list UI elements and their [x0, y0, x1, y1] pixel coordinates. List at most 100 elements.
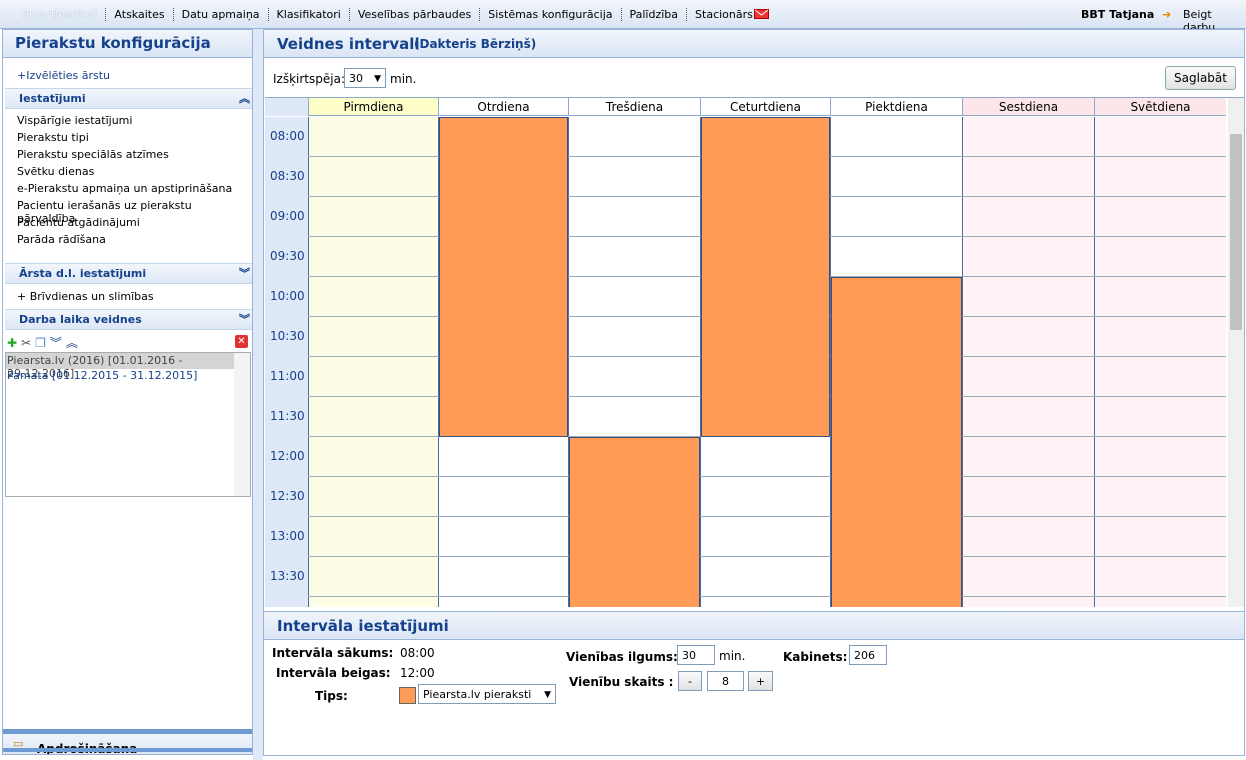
plus-button[interactable]: + — [748, 671, 773, 691]
resolution-unit: min. — [390, 72, 417, 86]
menu-link[interactable]: e-Pierakstu apmaiņa un apstiprināšana — [17, 182, 233, 195]
interval-block[interactable] — [701, 117, 830, 437]
day-header: Svētdiena — [1094, 98, 1226, 116]
main-title: Veidnes intervali — [277, 35, 420, 53]
day-header: Trešdiena — [568, 98, 700, 116]
resolution-select[interactable]: 30 ▼ — [344, 68, 386, 88]
selection — [6, 353, 234, 369]
doctor-name: (Dakteris Bērziņš) — [414, 37, 537, 51]
section-header[interactable]: Iestatījumi ︽ — [5, 88, 252, 109]
menu-link[interactable]: + Brīvdienas un slimības — [17, 290, 154, 303]
time-label: 11:30 — [270, 409, 305, 423]
save-button[interactable]: Saglabāt — [1165, 66, 1236, 90]
delete-button[interactable]: ✕ — [235, 335, 248, 348]
row-line — [308, 596, 1226, 597]
scrollbar[interactable] — [234, 353, 250, 496]
template-item[interactable]: Pamata [01.12.2015 - 31.12.2015] — [7, 369, 198, 382]
menu-link[interactable]: Pierakstu speciālās atzīmes — [17, 148, 169, 161]
interval-title: Intervāla iestatījumi — [277, 617, 449, 635]
interval-block[interactable] — [569, 437, 700, 607]
logout-icon[interactable]: ➜ — [1162, 8, 1172, 21]
day-header: Ceturtdiena — [700, 98, 830, 116]
menu-item[interactable]: Atskaites — [105, 7, 172, 21]
time-label: 08:00 — [270, 129, 305, 143]
row-line — [308, 556, 1226, 557]
settings-list: Vispārīgie iestatījumi Pierakstu tipi Pier… — [17, 114, 252, 250]
menu-link[interactable]: Pierakstu tipi — [17, 131, 89, 144]
day-column — [962, 117, 1094, 607]
menu-link[interactable]: Pacientu atgādinājumi — [17, 216, 140, 229]
field-label: Vienību skaits : — [569, 675, 674, 689]
section-header[interactable]: Darba laika veidnes ︾ — [5, 309, 252, 330]
unit-count-input[interactable]: 8 — [707, 671, 744, 691]
template-item[interactable]: Piearsta.lv (2016) [01.01.2016 - 29.12.2… — [7, 354, 183, 380]
field-value: 08:00 — [400, 646, 435, 660]
field-label: Intervāla sākums: — [272, 646, 394, 660]
time-label: 09:30 — [270, 249, 305, 263]
field-value: 12:00 — [400, 666, 435, 680]
time-label: 11:00 — [270, 369, 305, 383]
time-column — [265, 117, 308, 607]
row-line — [308, 516, 1226, 517]
menu-link[interactable]: Pacientu ierašanās uz pierakstu pārvaldī… — [17, 199, 192, 225]
field-label: Vienības ilgums: — [566, 650, 678, 664]
sidebar-title: Pierakstu konfigurācija — [15, 34, 211, 52]
time-label: 13:00 — [270, 529, 305, 543]
menu-item[interactable]: Veselības pārbaudes — [348, 7, 479, 21]
section-header[interactable]: Ārsta d.l. iestatījumi ︾ — [5, 263, 252, 284]
field-label: Tips: — [315, 689, 348, 703]
type-color[interactable] — [399, 687, 416, 704]
field-label: Kabinets: — [783, 650, 848, 664]
interval-block[interactable] — [831, 277, 962, 607]
divider — [3, 748, 252, 752]
menu-item[interactable]: Datu apmaiņa — [172, 7, 268, 21]
time-label: 10:00 — [270, 289, 305, 303]
section-title: Ārsta d.l. iestatījumi — [19, 267, 147, 280]
field-label: Intervāla beigas: — [276, 666, 391, 680]
scroll-thumb[interactable] — [1230, 134, 1242, 330]
unit-suffix: min. — [719, 649, 746, 663]
row-line — [308, 476, 1226, 477]
schedule-grid: Pirmdiena Otrdiena Trešdiena Ceturtdiena Pie… — [265, 97, 1244, 607]
template-list: Piearsta.lv (2016) [01.01.2016 - 29.12.2… — [5, 352, 251, 497]
section-title: Darba laika veidnes — [19, 313, 142, 326]
mail-icon[interactable] — [754, 9, 770, 20]
minus-button[interactable]: - — [678, 671, 702, 691]
sidebar: Pierakstu konfigurācija +Izvēlēties ārst… — [2, 29, 253, 755]
day-header: Sestdiena — [962, 98, 1094, 116]
interval-block[interactable] — [439, 117, 568, 437]
unit-length-input[interactable]: 30 — [677, 645, 715, 665]
menu-item[interactable]: Palīdzība — [620, 7, 687, 21]
choose-doctor[interactable]: +Izvēlēties ārstu — [17, 69, 110, 82]
sidebar-header: Pierakstu konfigurācija — [3, 30, 252, 58]
day-column — [308, 117, 438, 607]
time-label: 12:00 — [270, 449, 305, 463]
menu-item[interactable]: Stacionārs — [686, 7, 761, 21]
splitter — [253, 29, 263, 760]
time-label: 10:30 — [270, 329, 305, 343]
toolbar[interactable]: ✚✂❐︾︽ — [7, 336, 82, 350]
select-value: 30 — [349, 72, 363, 85]
time-label: 08:30 — [270, 169, 305, 183]
user-name: BBT Tatjana — [1081, 8, 1155, 21]
menu-link[interactable]: Parāda rādīšana — [17, 233, 106, 246]
select-value: Piearsta.lv pieraksti — [423, 688, 532, 701]
main-panel: Veidnes intervali (Dakteris Bērziņš) Izš… — [263, 29, 1245, 756]
time-label: 09:00 — [270, 209, 305, 223]
menu-item[interactable]: Klasifikatori — [267, 7, 349, 21]
type-select[interactable]: Piearsta.lv pieraksti ▼ — [418, 684, 556, 704]
menu-bar: SmartMedical Atskaites Datu apmaiņa Klasifi… — [0, 0, 1246, 34]
menu-item[interactable]: Sistēmas konfigurācija — [479, 7, 620, 21]
menu: SmartMedical Atskaites Datu apmaiņa Klasifi… — [14, 0, 761, 28]
divider — [3, 729, 252, 734]
corner — [265, 98, 308, 116]
time-label: 13:30 — [270, 569, 305, 583]
menu-link[interactable]: Svētku dienas — [17, 165, 95, 178]
resolution-label: Izšķirtspēja: — [273, 72, 345, 86]
interval-header: Intervāla iestatījumi — [264, 611, 1244, 640]
day-header: Otrdiena — [438, 98, 568, 116]
menu-item[interactable]: SmartMedical — [22, 7, 98, 21]
menu-link[interactable]: Vispārīgie iestatījumi — [17, 114, 133, 127]
cabinet-input[interactable]: 206 — [849, 645, 887, 665]
